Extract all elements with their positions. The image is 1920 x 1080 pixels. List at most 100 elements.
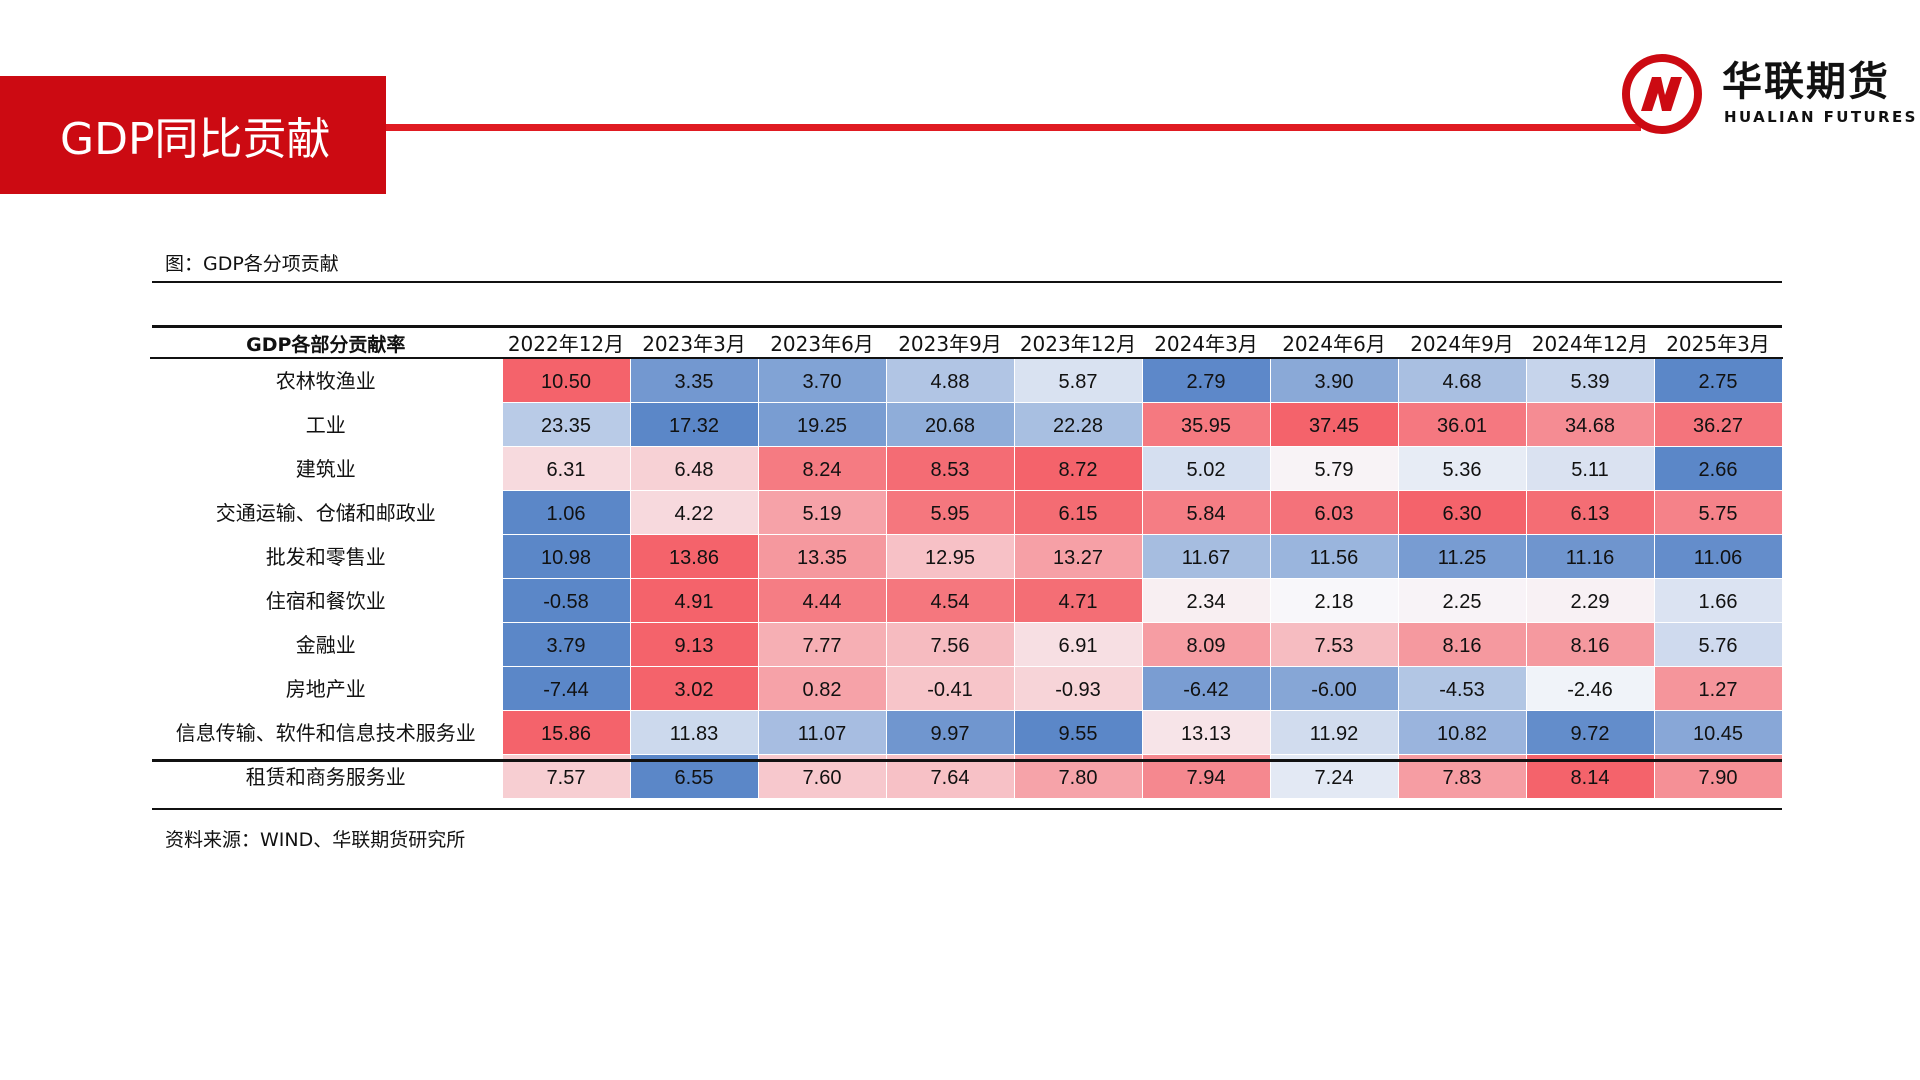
column-header: 2023年9月 — [886, 328, 1015, 359]
table-row: 农林牧渔业 10.50 3.35 3.70 4.88 5.87 2.79 3.90 4.68 5.… — [150, 358, 1783, 403]
hualian-logo-icon — [1622, 54, 1702, 134]
heatmap-cell: 9.72 — [1526, 710, 1655, 755]
figure-caption: 图：GDP各分项贡献 — [165, 253, 339, 275]
heatmap-cell: 5.75 — [1654, 490, 1783, 535]
heatmap-cell: 12.95 — [886, 534, 1015, 579]
heatmap-cell: 2.18 — [1270, 578, 1399, 623]
heatmap-cell: 35.95 — [1142, 402, 1271, 447]
column-header: 2024年9月 — [1398, 328, 1527, 359]
heatmap-cell: 6.48 — [630, 446, 759, 491]
heatmap-cell: 36.01 — [1398, 402, 1527, 447]
heatmap-cell: -7.44 — [502, 666, 631, 711]
heatmap-cell: 8.09 — [1142, 622, 1271, 667]
column-header: 2023年12月 — [1014, 328, 1143, 359]
heatmap-cell: -4.53 — [1398, 666, 1527, 711]
heatmap-cell: 11.67 — [1142, 534, 1271, 579]
heatmap-cell: 11.25 — [1398, 534, 1527, 579]
heatmap-cell: 2.25 — [1398, 578, 1527, 623]
heatmap-cell: 20.68 — [886, 402, 1015, 447]
table-body: 农林牧渔业 10.50 3.35 3.70 4.88 5.87 2.79 3.90 4.68 5.… — [150, 358, 1783, 799]
heatmap-cell: 6.31 — [502, 446, 631, 491]
heatmap-cell: 4.88 — [886, 358, 1015, 403]
heatmap-cell: 4.54 — [886, 578, 1015, 623]
heatmap-cell: 11.16 — [1526, 534, 1655, 579]
heatmap-cell: 1.27 — [1654, 666, 1783, 711]
row-label: 房地产业 — [150, 666, 503, 711]
table-row: 住宿和餐饮业 -0.58 4.91 4.44 4.54 4.71 2.34 2.18 2.25 2… — [150, 578, 1783, 623]
heatmap-cell: 11.83 — [630, 710, 759, 755]
heatmap-cell: 5.36 — [1398, 446, 1527, 491]
heatmap-cell: 5.11 — [1526, 446, 1655, 491]
column-header: 2025年3月 — [1654, 328, 1783, 359]
heatmap-cell: 11.07 — [758, 710, 887, 755]
heatmap-cell: 8.16 — [1526, 622, 1655, 667]
table-row: 房地产业 -7.44 3.02 0.82 -0.41 -0.93 -6.42 -6.00 -4.… — [150, 666, 1783, 711]
row-label: 农林牧渔业 — [150, 358, 503, 403]
heatmap-cell: -0.41 — [886, 666, 1015, 711]
heatmap-cell: -6.00 — [1270, 666, 1399, 711]
heatmap-cell: 6.13 — [1526, 490, 1655, 535]
heatmap-cell: 23.35 — [502, 402, 631, 447]
table-row: 信息传输、软件和信息技术服务业 15.86 11.83 11.07 9.97 9.55 13… — [150, 710, 1783, 755]
heatmap-cell: 13.86 — [630, 534, 759, 579]
heatmap-cell: 5.84 — [1142, 490, 1271, 535]
source-note: 资料来源：WIND、华联期货研究所 — [165, 829, 466, 851]
heatmap-cell: 8.53 — [886, 446, 1015, 491]
heatmap-cell: 13.35 — [758, 534, 887, 579]
heatmap-cell: 3.70 — [758, 358, 887, 403]
heatmap-cell: 2.79 — [1142, 358, 1271, 403]
corner-header: GDP各部分贡献率 — [150, 328, 503, 359]
heatmap-cell: 6.03 — [1270, 490, 1399, 535]
heatmap-cell: 4.44 — [758, 578, 887, 623]
heatmap-cell: 3.79 — [502, 622, 631, 667]
heatmap-cell: 11.56 — [1270, 534, 1399, 579]
row-label: 交通运输、仓储和邮政业 — [150, 490, 503, 535]
heatmap-cell: 8.24 — [758, 446, 887, 491]
heatmap-cell: 5.39 — [1526, 358, 1655, 403]
heatmap-cell: 17.32 — [630, 402, 759, 447]
heatmap-cell: 37.45 — [1270, 402, 1399, 447]
heatmap-cell: 5.87 — [1014, 358, 1143, 403]
heatmap-cell: 4.22 — [630, 490, 759, 535]
heatmap-cell: 19.25 — [758, 402, 887, 447]
row-label: 信息传输、软件和信息技术服务业 — [150, 710, 503, 755]
title-underline — [386, 124, 1641, 131]
heatmap-cell: 5.19 — [758, 490, 887, 535]
heatmap-cell: 3.90 — [1270, 358, 1399, 403]
column-header: 2024年3月 — [1142, 328, 1271, 359]
heatmap-cell: 10.45 — [1654, 710, 1783, 755]
column-header: 2024年6月 — [1270, 328, 1399, 359]
table-row: 工业 23.35 17.32 19.25 20.68 22.28 35.95 37.45 36.… — [150, 402, 1783, 447]
table-bottom-rule — [152, 759, 1782, 762]
column-header: 2023年3月 — [630, 328, 759, 359]
heatmap-cell: -6.42 — [1142, 666, 1271, 711]
heatmap-cell: 4.68 — [1398, 358, 1527, 403]
heatmap-cell: 1.66 — [1654, 578, 1783, 623]
row-label: 住宿和餐饮业 — [150, 578, 503, 623]
heatmap-cell: 5.76 — [1654, 622, 1783, 667]
heatmap-cell: 4.71 — [1014, 578, 1143, 623]
heatmap-cell: 2.66 — [1654, 446, 1783, 491]
heatmap-cell: 5.95 — [886, 490, 1015, 535]
heatmap-cell: 3.02 — [630, 666, 759, 711]
heatmap-cell: 13.13 — [1142, 710, 1271, 755]
heatmap-cell: 1.06 — [502, 490, 631, 535]
heatmap-cell: -0.93 — [1014, 666, 1143, 711]
heatmap-cell: 22.28 — [1014, 402, 1143, 447]
heatmap-cell: -0.58 — [502, 578, 631, 623]
column-header: 2024年12月 — [1526, 328, 1655, 359]
heatmap-cell: 4.91 — [630, 578, 759, 623]
heatmap-cell: 7.77 — [758, 622, 887, 667]
heatmap-cell: 11.06 — [1654, 534, 1783, 579]
source-divider — [152, 808, 1782, 810]
title-banner — [0, 76, 386, 194]
row-label: 建筑业 — [150, 446, 503, 491]
heatmap-cell: 11.92 — [1270, 710, 1399, 755]
heatmap-cell: 10.98 — [502, 534, 631, 579]
column-header: 2022年12月 — [502, 328, 631, 359]
table-row: 建筑业 6.31 6.48 8.24 8.53 8.72 5.02 5.79 5.36 5.11 2… — [150, 446, 1783, 491]
brand-name-en: HUALIAN FUTURES — [1724, 108, 1918, 126]
page-title: GDP同比贡献 — [60, 114, 331, 165]
column-header: 2023年6月 — [758, 328, 887, 359]
heatmap-cell: 8.72 — [1014, 446, 1143, 491]
